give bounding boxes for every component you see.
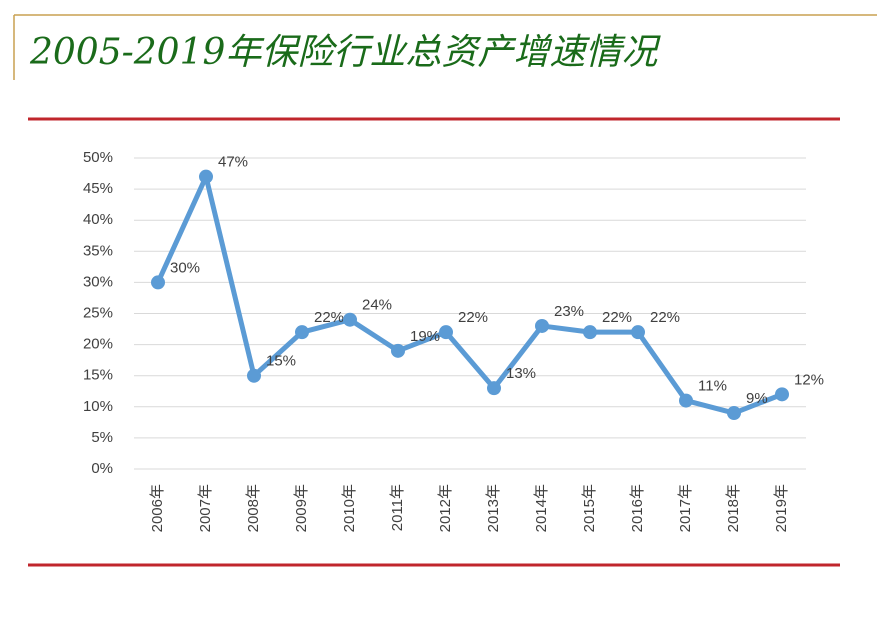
data-point bbox=[583, 325, 597, 340]
data-point bbox=[295, 325, 309, 340]
data-label: 23% bbox=[554, 303, 584, 320]
chart-title: 2005-2019年保险行业总资产增速情况 bbox=[29, 32, 661, 73]
data-label: 22% bbox=[314, 309, 344, 326]
y-tick-label: 5% bbox=[91, 429, 113, 446]
x-tick-label: 2019年 bbox=[773, 484, 790, 532]
data-point bbox=[727, 406, 741, 421]
data-label: 22% bbox=[650, 309, 680, 326]
x-tick-label: 2013年 bbox=[485, 484, 502, 532]
data-label: 9% bbox=[746, 390, 768, 407]
y-tick-label: 20% bbox=[83, 336, 113, 353]
x-tick-label: 2009年 bbox=[293, 484, 310, 532]
data-point bbox=[487, 381, 501, 396]
x-tick-label: 2006年 bbox=[149, 484, 166, 532]
x-tick-label: 2015年 bbox=[581, 484, 598, 532]
y-tick-label: 40% bbox=[83, 211, 113, 228]
x-tick-label: 2014年 bbox=[533, 484, 550, 532]
x-tick-label: 2010年 bbox=[341, 484, 358, 532]
data-point bbox=[679, 393, 693, 408]
y-tick-label: 30% bbox=[83, 273, 113, 290]
y-tick-label: 15% bbox=[83, 367, 113, 384]
data-label: 22% bbox=[458, 309, 488, 326]
data-point bbox=[439, 325, 453, 340]
data-label: 13% bbox=[506, 365, 536, 382]
y-tick-label: 45% bbox=[83, 180, 113, 197]
y-tick-label: 50% bbox=[83, 149, 113, 166]
data-label: 19% bbox=[410, 328, 440, 345]
data-line bbox=[155, 174, 783, 416]
x-tick-label: 2018年 bbox=[725, 484, 742, 532]
x-tick-label: 2017年 bbox=[677, 484, 694, 532]
x-tick-label: 2011年 bbox=[389, 484, 406, 531]
data-point bbox=[247, 368, 261, 383]
x-tick-label: 2007年 bbox=[197, 484, 214, 532]
x-tick-label: 2016年 bbox=[629, 484, 646, 532]
y-tick-label: 0% bbox=[91, 460, 113, 477]
data-label: 22% bbox=[602, 309, 632, 326]
y-tick-label: 35% bbox=[83, 242, 113, 259]
data-point bbox=[631, 325, 645, 340]
data-point bbox=[151, 275, 165, 290]
data-label: 24% bbox=[362, 297, 392, 314]
data-label: 30% bbox=[170, 259, 200, 276]
y-tick-label: 25% bbox=[83, 304, 113, 321]
data-point bbox=[391, 343, 405, 358]
x-tick-label: 2012年 bbox=[437, 484, 454, 532]
y-tick-label: 10% bbox=[83, 398, 113, 415]
data-label: 11% bbox=[698, 378, 727, 395]
data-point bbox=[199, 169, 213, 184]
data-point bbox=[535, 318, 549, 333]
data-label: 15% bbox=[266, 353, 296, 370]
data-point bbox=[343, 312, 357, 327]
data-label: 47% bbox=[218, 154, 248, 171]
data-label: 12% bbox=[794, 371, 824, 388]
data-point bbox=[775, 387, 789, 402]
x-tick-label: 2008年 bbox=[245, 484, 262, 532]
